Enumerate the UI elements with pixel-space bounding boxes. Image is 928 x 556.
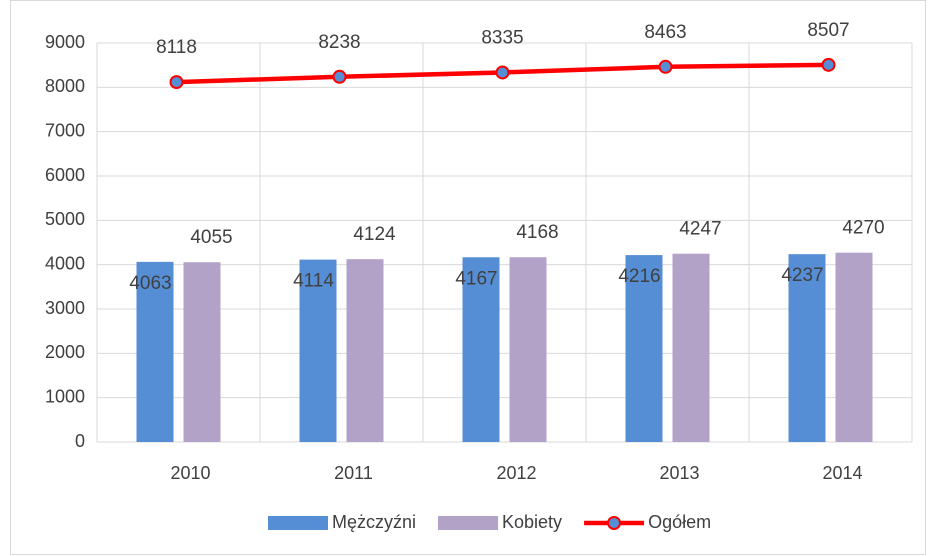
- bar: [462, 257, 500, 442]
- legend-marker: [607, 516, 622, 530]
- bar: [509, 257, 547, 442]
- legend-swatch: [268, 516, 328, 530]
- y-tick-label: 5000: [45, 209, 85, 229]
- y-tick-label: 3000: [45, 298, 85, 318]
- y-tick-label: 9000: [45, 32, 85, 52]
- y-tick-label: 7000: [45, 120, 85, 140]
- data-label: 4063: [129, 273, 171, 294]
- bar: [346, 259, 384, 442]
- line-marker: [658, 59, 673, 74]
- y-tick-label: 4000: [45, 253, 85, 273]
- data-label: 4237: [781, 265, 823, 286]
- x-tick-label: 2010: [170, 463, 210, 483]
- bar: [299, 259, 337, 442]
- data-label: 4247: [679, 219, 721, 240]
- legend-swatch: [438, 516, 499, 530]
- line-marker: [169, 75, 184, 90]
- data-label: 8335: [481, 27, 523, 48]
- bar: [136, 261, 174, 442]
- legend-label: Ogółem: [648, 512, 711, 532]
- y-tick-label: 1000: [45, 386, 85, 406]
- data-label: 8507: [807, 20, 849, 41]
- x-tick-label: 2014: [822, 463, 862, 483]
- x-tick-label: 2011: [334, 463, 373, 483]
- y-tick-label: 6000: [45, 165, 85, 185]
- x-tick-label: 2012: [496, 463, 536, 483]
- data-label: 4167: [455, 268, 497, 289]
- line-marker: [821, 57, 836, 72]
- bar: [788, 254, 826, 442]
- data-label: 4216: [618, 266, 660, 287]
- bar: [183, 262, 221, 442]
- data-label: 4055: [190, 227, 232, 248]
- data-label: 4270: [842, 218, 884, 239]
- y-tick-label: 8000: [45, 76, 85, 96]
- data-label: 8238: [318, 32, 360, 53]
- y-tick-label: 2000: [45, 342, 85, 362]
- legend-label: Mężczyźni: [332, 512, 416, 532]
- x-tick-label: 2013: [659, 463, 699, 483]
- data-label: 8463: [644, 22, 686, 43]
- bar: [625, 255, 663, 442]
- bar: [835, 252, 873, 442]
- bar: [672, 253, 710, 442]
- line-marker: [332, 69, 347, 84]
- line-marker: [495, 65, 510, 80]
- data-label: 4168: [516, 222, 558, 243]
- data-label: 4114: [293, 271, 334, 292]
- data-label: 4124: [353, 224, 396, 245]
- legend-label: Kobiety: [502, 512, 562, 532]
- y-tick-label: 0: [75, 431, 85, 451]
- data-label: 8118: [156, 37, 197, 58]
